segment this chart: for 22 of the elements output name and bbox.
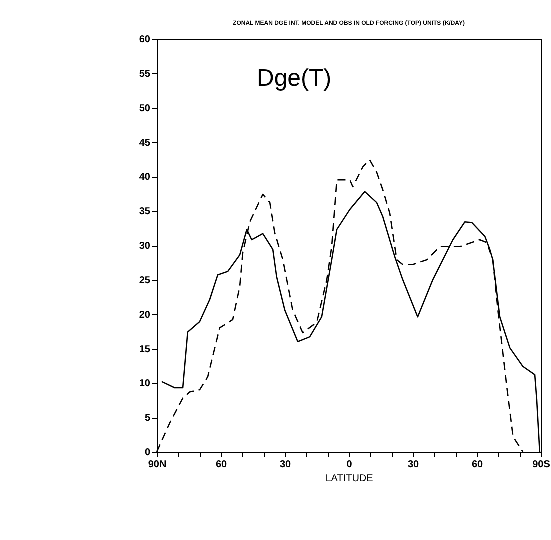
- y-tick-label: 25: [139, 275, 151, 286]
- y-tick-label: 50: [139, 103, 151, 114]
- y-tick-label: 45: [139, 138, 151, 149]
- x-axis-title: LATITUDE: [326, 474, 374, 484]
- annotation: Dge(T): [257, 65, 332, 92]
- y-tick-label: 55: [139, 68, 151, 80]
- x-tick-label: 60: [472, 460, 484, 470]
- x-tick-label: 0: [346, 460, 353, 470]
- y-tick-label: 5: [144, 413, 151, 424]
- x-tick-label: 90N: [148, 460, 167, 470]
- y-tick-label: 0: [144, 448, 151, 458]
- y-tick-label: 15: [139, 344, 151, 356]
- x-tick-label: 30: [408, 460, 420, 470]
- x-tick-label: 90S: [532, 460, 551, 470]
- x-tick-label: 60: [216, 460, 228, 470]
- y-tick-label: 60: [139, 34, 151, 46]
- y-tick-label: 40: [139, 172, 151, 184]
- y-tick-label: 20: [139, 310, 151, 321]
- y-tick-label: 10: [139, 378, 151, 390]
- x-tick-label: 30: [280, 460, 292, 470]
- y-tick-label: 35: [139, 206, 151, 218]
- y-tick-label: 30: [139, 241, 151, 252]
